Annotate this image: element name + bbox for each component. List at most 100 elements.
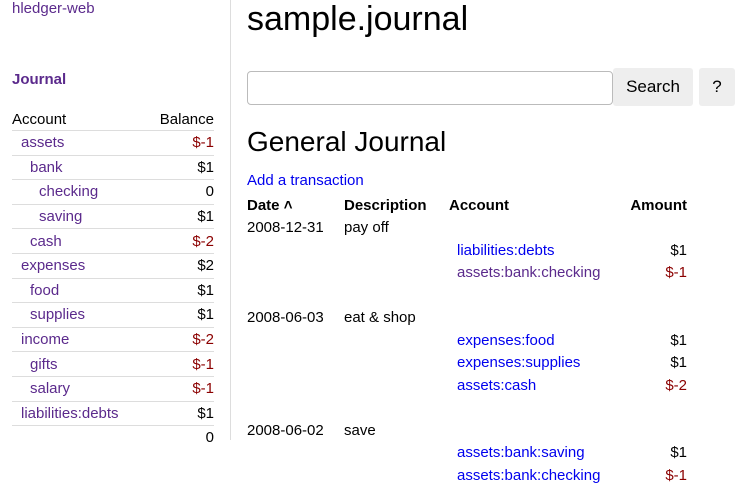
- account-header: Account: [449, 196, 509, 214]
- posting-account-cell: assets:bank:checking: [449, 262, 622, 285]
- page-title: sample.journal: [247, 0, 469, 38]
- empty-cell: [344, 239, 449, 262]
- posting-account-cell: expenses:food: [449, 329, 622, 352]
- posting-amount: $-2: [665, 376, 687, 394]
- account-link[interactable]: saving: [39, 208, 83, 226]
- balance-amount: $1: [145, 302, 214, 328]
- balance-amount: $1: [145, 278, 214, 304]
- balance-account-cell: liabilities:debts: [12, 401, 146, 427]
- posting-amount: $1: [670, 444, 687, 462]
- account-link[interactable]: gifts: [30, 355, 58, 373]
- empty-cell: [247, 262, 344, 285]
- balance-amount: $1: [145, 155, 214, 181]
- balance-row: income $-2: [12, 327, 214, 353]
- balance-account-cell: income: [12, 327, 146, 353]
- transaction-date: 2008-06-02: [247, 421, 324, 439]
- posting-account-link[interactable]: liabilities:debts: [457, 241, 555, 259]
- empty-cell: [247, 352, 344, 375]
- balance-amount: $-2: [145, 228, 214, 254]
- balance-account-cell: saving: [12, 204, 146, 230]
- journal-table: Date ˄ Description Account Amount 2008-1…: [247, 194, 687, 487]
- balance-account-cell: assets: [12, 130, 146, 156]
- posting-account-link[interactable]: expenses:supplies: [457, 354, 581, 372]
- brand-link[interactable]: hledger-web: [12, 0, 95, 17]
- account-link[interactable]: cash: [30, 232, 62, 250]
- posting-amount: $1: [670, 241, 687, 259]
- empty-cell: [344, 442, 449, 465]
- empty-cell: [622, 419, 687, 442]
- empty-cell: [622, 217, 687, 240]
- posting-row: expenses:supplies $1: [247, 352, 687, 375]
- date-header[interactable]: Date ˄: [247, 194, 344, 217]
- transaction-description: save: [344, 421, 376, 439]
- balance-amount: $1: [145, 204, 214, 230]
- empty-cell: [247, 329, 344, 352]
- account-link[interactable]: supplies: [30, 306, 86, 324]
- balance-row: assets $-1: [12, 130, 214, 156]
- account-link[interactable]: income: [21, 331, 70, 349]
- balance-account-cell: food: [12, 278, 146, 304]
- spacer-row: [247, 397, 687, 420]
- date-header-label: Date: [247, 196, 280, 214]
- balance-account-cell: bank: [12, 155, 146, 181]
- posting-account-cell: expenses:supplies: [449, 352, 622, 375]
- posting-row: assets:bank:checking $-1: [247, 464, 687, 487]
- balance-amount: $-1: [145, 130, 214, 156]
- account-header: Account: [12, 108, 146, 131]
- journal-heading: General Journal: [247, 126, 447, 157]
- balance-total-row: 0: [12, 425, 214, 450]
- posting-amount: $-1: [665, 466, 687, 484]
- posting-account-link[interactable]: assets:bank:saving: [457, 444, 585, 462]
- sidebar: hledger-web Journal Account Balance asset…: [0, 0, 231, 450]
- account-link[interactable]: checking: [39, 183, 99, 201]
- spacer: [247, 397, 687, 420]
- empty-cell: [449, 307, 622, 330]
- account-link[interactable]: assets: [21, 134, 65, 152]
- balance-row: expenses $2: [12, 253, 214, 279]
- empty-cell: [344, 329, 449, 352]
- posting-account-cell: liabilities:debts: [449, 239, 622, 262]
- account-link[interactable]: liabilities:debts: [21, 404, 119, 422]
- account-link[interactable]: expenses: [21, 257, 86, 275]
- posting-account-link[interactable]: expenses:food: [457, 331, 555, 349]
- posting-account-link[interactable]: assets:cash: [457, 376, 537, 394]
- journal-link[interactable]: Journal: [12, 71, 67, 88]
- empty-cell: [449, 419, 622, 442]
- spacer: [247, 284, 687, 307]
- transaction-row: 2008-06-03 eat & shop: [247, 307, 687, 330]
- balance-amount: $2: [145, 253, 214, 279]
- posting-row: expenses:food $1: [247, 329, 687, 352]
- balance-amount: $-2: [145, 327, 214, 353]
- balance-account-cell: salary: [12, 376, 146, 402]
- balance-amount: $-1: [145, 351, 214, 377]
- balance-total: 0: [145, 425, 214, 450]
- balance-row: saving $1: [12, 204, 214, 230]
- posting-row: assets:bank:checking $-1: [247, 262, 687, 285]
- total-label: [12, 425, 146, 450]
- account-link[interactable]: food: [30, 281, 60, 299]
- chevron-up-icon: ˄: [283, 196, 293, 214]
- balance-row: supplies $1: [12, 302, 214, 328]
- balance-row: checking 0: [12, 179, 214, 205]
- account-link[interactable]: bank: [30, 158, 63, 176]
- transaction-date: 2008-06-03: [247, 309, 324, 327]
- balance-account-cell: cash: [12, 228, 146, 254]
- empty-cell: [247, 464, 344, 487]
- posting-account-link[interactable]: assets:bank:checking: [457, 264, 601, 282]
- empty-cell: [622, 307, 687, 330]
- balance-row: cash $-2: [12, 228, 214, 254]
- balance-amount: 0: [145, 179, 214, 205]
- account-link[interactable]: salary: [30, 380, 71, 398]
- search-button[interactable]: Search: [613, 68, 693, 106]
- balance-account-cell: supplies: [12, 302, 146, 328]
- balance-row: liabilities:debts $1: [12, 401, 214, 427]
- posting-account-link[interactable]: assets:bank:checking: [457, 466, 601, 484]
- empty-cell: [247, 442, 344, 465]
- empty-cell: [344, 352, 449, 375]
- help-button[interactable]: ?: [699, 68, 735, 106]
- balance-table: Account Balance assets $-1 bank $1 checking 0 s…: [12, 108, 214, 450]
- search-input[interactable]: [247, 71, 613, 105]
- transaction-description: pay off: [344, 219, 389, 237]
- balance-row: gifts $-1: [12, 351, 214, 377]
- add-transaction-link[interactable]: Add a transaction: [247, 172, 364, 189]
